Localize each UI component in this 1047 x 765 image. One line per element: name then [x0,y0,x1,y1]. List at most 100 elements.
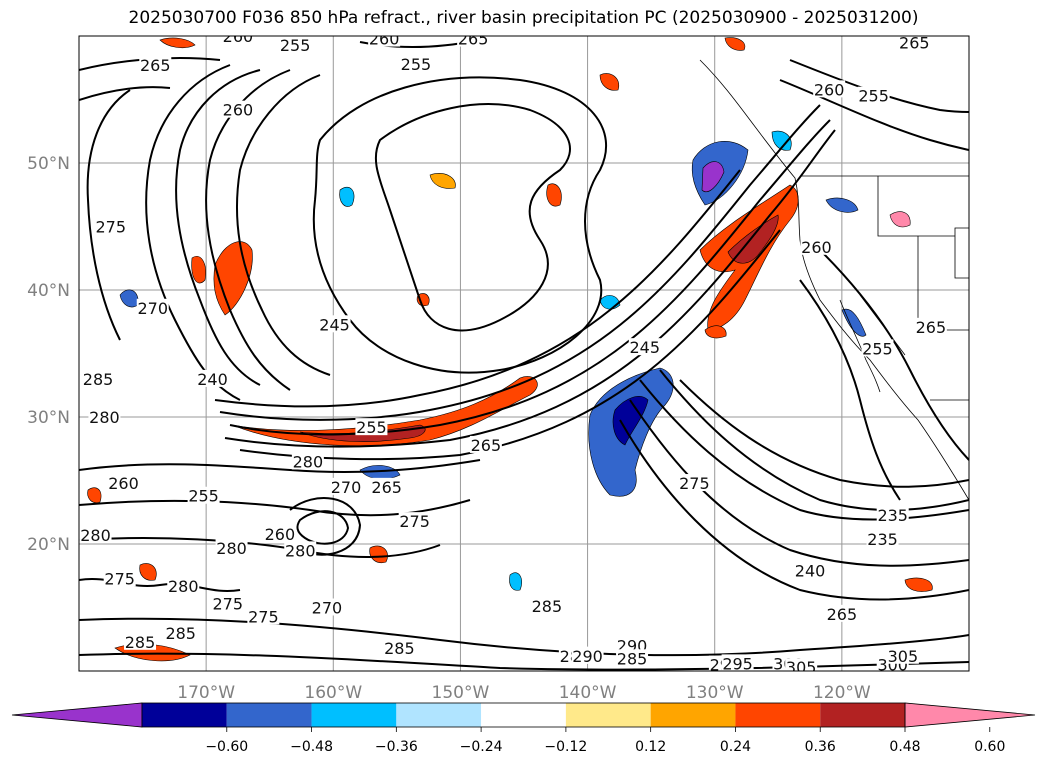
contour-label-bg [330,477,362,495]
contour-label: 265 [916,318,947,337]
contour-label-bg [721,654,754,671]
lon-tick-label: 150°W [432,683,490,703]
contour-label: 245 [630,338,661,357]
contour-label-bg [284,541,317,559]
contour-label: 260 [369,30,400,49]
contour-label-bg [88,408,121,425]
contour-label-bg [886,646,919,664]
contour-label: 285 [532,597,563,616]
contour-label: 260 [265,525,296,544]
contour-low-lobe [374,103,571,332]
contour-label-bg [215,538,248,556]
contour-label-bg [914,317,947,335]
shade-negative-bc-core [701,161,725,192]
colorbar-tick-label: −0.12 [544,739,587,755]
figure-title: 2025030700 F036 850 hPa refract., river … [128,8,919,28]
colorbar-bin [311,703,397,727]
shade-positive-w3 [87,487,102,503]
contour-label: 255 [862,339,893,358]
shade-positive-ne2 [599,73,620,91]
contour-label-bg [139,56,172,74]
contour-label: 265 [899,33,930,52]
contour-south-1 [79,459,481,473]
lat-tick-label: 40°N [27,281,70,301]
contour-label: 280 [293,452,324,471]
contour-label: 285 [617,649,648,668]
colorbar-bin [820,703,905,727]
contour-se-3 [629,399,969,567]
contour-jet-2 [224,129,836,448]
contour-label-bg [571,646,604,664]
contour-label-bg [263,524,296,542]
contour-label: 275 [679,474,710,493]
contour-label: 240 [197,370,228,389]
shade-negative-central [339,186,355,207]
map-background [79,36,969,671]
shade-positive-west-2 [191,256,206,284]
shade-positive-se [904,577,933,592]
colorbar-bin [396,703,482,727]
colorbar-extend-low [11,702,143,728]
contour-label: 280 [216,539,247,558]
contour-label: 295 [722,654,753,673]
contour-label: 305 [888,647,919,666]
refractivity-contours [79,39,969,671]
contour-mid-loop-2 [289,497,362,556]
colorbar [11,702,1036,728]
contour-label: 285 [165,624,196,643]
shade-positive-nw [159,37,196,49]
contour-label-bg [247,607,280,625]
shade-positive-pink [889,211,911,228]
contour-label-bg [355,418,388,436]
contour-label-bg [196,369,229,387]
latitude-tick-labels: 20°N 30°N 40°N 50°N [27,154,70,555]
lat-tick-label: 20°N [27,535,70,555]
contour-label-bg [861,339,894,357]
shade-positive-mid2 [369,545,388,563]
shade-negative-baja [841,308,867,337]
contour-label: 235 [867,530,898,549]
contour-ne-1 [789,59,969,113]
contour-label-bg [370,477,403,495]
contour-label-bg [79,526,112,544]
coastline-north-america [699,59,969,501]
contour-label-bg [857,86,890,104]
contour-mid-loop [296,510,350,545]
lon-tick-label: 120°W [813,683,871,703]
contour-label-bg [678,474,711,492]
contour-label: 245 [319,315,350,334]
contour-label: 265 [371,478,402,497]
contour-nw-2 [79,86,171,101]
lon-tick-label: 160°W [304,683,362,703]
contour-label-bg [794,561,827,579]
lat-tick-label: 30°N [27,408,70,428]
contour-label: 285 [384,639,415,658]
shade-positive-sw [139,563,157,581]
colorbar-extend-high [904,702,1036,728]
colorbar-bin [481,703,566,727]
shade-positive-ne [724,37,746,51]
contour-label-bg [279,36,312,53]
shade-positive-orange-3 [704,325,727,339]
colorbar-tick-label: 0.12 [635,739,666,755]
contour-label: 275 [96,218,127,237]
contour-label: 260 [223,101,254,120]
contour-label: 255 [401,55,432,74]
contour-label: 280 [168,577,199,596]
contour-label-bg [94,217,127,235]
contour-label: 265 [458,30,489,49]
contour-label-bg [876,505,909,523]
contour-south-2 [79,499,471,517]
contour-label-bg [785,658,818,671]
shade-negative-nevada [825,197,859,213]
contour-swirl-5 [86,89,131,341]
colorbar-tick-label: 0.48 [889,739,920,755]
contour-label: 275 [248,607,279,626]
colorbar-tick-labels: −0.60 −0.48 −0.36 −0.24 −0.12 0.12 0.24 0.36 0.4… [205,727,1005,755]
contour-label-bg [616,649,649,667]
contour-label-bg [124,632,157,650]
contour-label-bg [82,369,115,387]
contour-east-2 [819,249,969,461]
contour-label: 270 [312,599,343,618]
